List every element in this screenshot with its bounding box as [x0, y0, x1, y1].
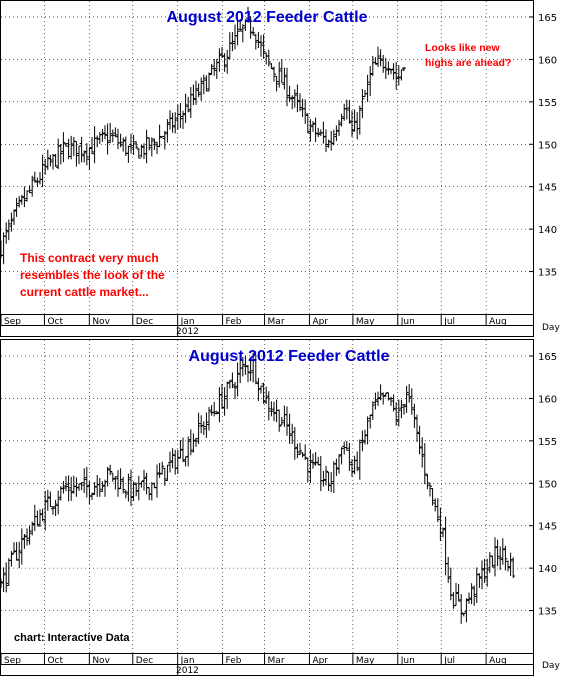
x-axis-top: Sep Oct Nov Dec Jan Feb Mar Apr May Jun Jul Aug 201… — [0, 314, 560, 337]
month-label: Jun — [400, 317, 415, 327]
price-bars-bottom — [0, 352, 516, 624]
y-axis-top: 135 140 145 150 155 160 165 — [529, 13, 557, 279]
month-label: Aug — [489, 656, 507, 666]
y-tick-label: 135 — [538, 607, 557, 618]
y-axis-bottom: 135 140 145 150 155 160 165 — [529, 352, 557, 618]
month-label: Oct — [47, 656, 63, 666]
month-label: Nov — [92, 317, 110, 327]
annotation-line-3: current cattle market... — [20, 285, 149, 299]
month-labels-bottom: Sep Oct Nov Dec Jan Feb Mar Apr May Jun Jul Aug — [0, 654, 507, 675]
month-label: Nov — [92, 656, 110, 666]
month-label: Apr — [312, 656, 328, 666]
grid-top — [1, 1, 533, 314]
y-tick-label: 165 — [538, 352, 557, 363]
x-axis-bottom: Sep Oct Nov Dec Jan Feb Mar Apr May Jun Jul Aug 201… — [0, 653, 560, 676]
y-tick-label: 150 — [538, 479, 557, 490]
y-tick-label: 150 — [538, 140, 557, 151]
y-tick-label: 140 — [538, 564, 557, 575]
month-label: Mar — [268, 317, 285, 327]
month-label: Dec — [136, 656, 153, 666]
month-label: Aug — [489, 317, 507, 327]
month-label: Mar — [268, 656, 285, 666]
y-tick-label: 140 — [538, 225, 557, 236]
axis-label-day-bottom: Day — [542, 661, 560, 671]
month-label: Dec — [136, 317, 153, 327]
month-label: Jul — [443, 317, 455, 327]
annotation-line-2: resembles the look of the — [20, 268, 165, 282]
y-tick-label: 155 — [538, 437, 557, 448]
chart-title-top: August 2012 Feeder Cattle — [167, 9, 368, 26]
month-labels-top: Sep Oct Nov Dec Jan Feb Mar Apr May Jun Jul Aug — [0, 315, 507, 336]
chart-title-bottom: August 2012 Feeder Cattle — [189, 348, 390, 365]
y-tick-label: 135 — [538, 268, 557, 279]
price-bars-top — [0, 6, 406, 265]
y-tick-label: 155 — [538, 98, 557, 109]
month-label: Sep — [4, 656, 21, 666]
month-label: Apr — [312, 317, 328, 327]
annotation-highs-line-2: highs are ahead? — [425, 57, 511, 69]
chart-panel-bottom: 135 140 145 150 155 160 165 August 2012 Feeder… — [0, 339, 557, 654]
month-label: Oct — [47, 317, 63, 327]
axis-label-day-top: Day — [542, 323, 560, 333]
annotation-line-1: This contract very much — [20, 251, 159, 265]
annotation-highs-line-1: Looks like new — [425, 42, 501, 54]
y-tick-label: 145 — [538, 183, 557, 194]
y-tick-label: 160 — [538, 55, 557, 66]
month-label: Jan — [180, 656, 195, 666]
month-label: Jul — [443, 656, 455, 666]
y-tick-label: 160 — [538, 394, 557, 405]
month-label: Jun — [400, 656, 415, 666]
month-label: Feb — [226, 317, 242, 327]
chart-panel-top: 135 140 145 150 155 160 165 August 2012 Feeder… — [0, 0, 557, 315]
month-label: Jan — [180, 317, 195, 327]
month-label: Feb — [226, 656, 242, 666]
chart-credit: chart: Interactive Data — [14, 632, 130, 644]
year-label-bottom: 2012 — [176, 666, 199, 676]
month-label: May — [356, 317, 375, 327]
month-label: Sep — [4, 317, 21, 327]
y-tick-label: 145 — [538, 522, 557, 533]
month-label: May — [356, 656, 375, 666]
year-label-top: 2012 — [176, 327, 199, 337]
y-tick-label: 165 — [538, 13, 557, 24]
